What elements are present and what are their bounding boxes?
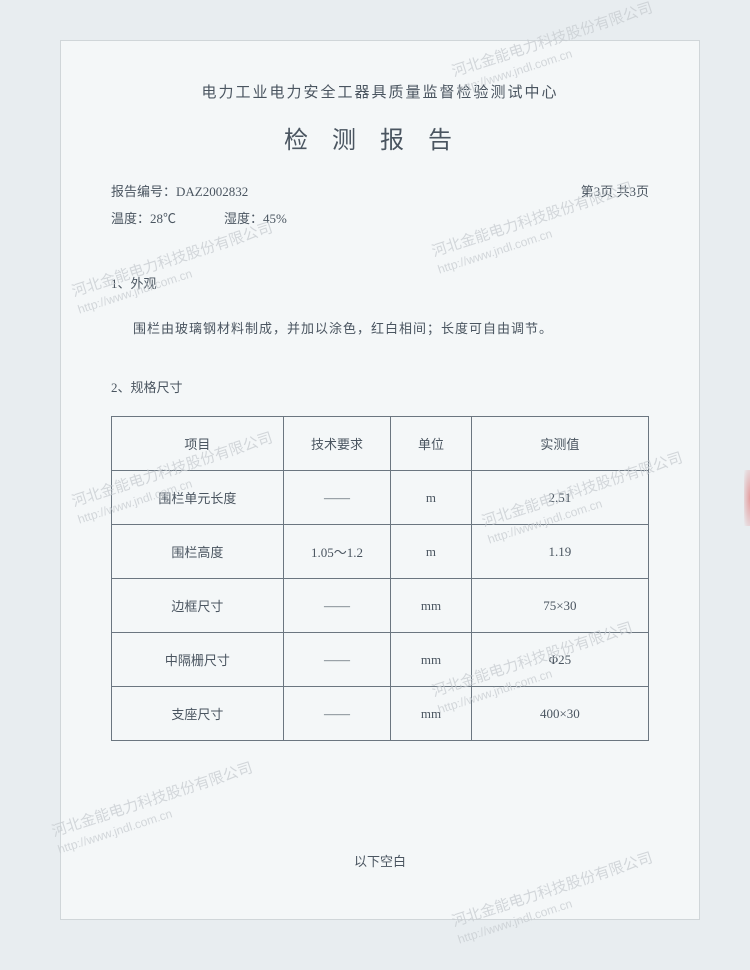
section-2-title: 2、规格尺寸 <box>111 377 649 396</box>
table-row: 边框尺寸 —— mm 75×30 <box>112 579 649 633</box>
spec-table: 项目 技术要求 单位 实测值 围栏单元长度 —— m 2.51 围栏高度 1.0… <box>111 416 649 741</box>
meta-row-2: 温度：28℃ 湿度：45% <box>111 208 649 227</box>
temp-value: 28℃ <box>150 211 176 226</box>
page-info: 第3页 共3页 <box>581 181 649 200</box>
temperature: 温度：28℃ <box>111 208 176 227</box>
col-req: 技术要求 <box>283 417 390 471</box>
cell-item: 围栏单元长度 <box>112 471 284 525</box>
cell-req: —— <box>283 633 390 687</box>
cell-measured: 1.19 <box>471 525 648 579</box>
cell-measured: 2.51 <box>471 471 648 525</box>
main-title: 检测报告 <box>111 120 649 155</box>
col-item: 项目 <box>112 417 284 471</box>
cell-item: 围栏高度 <box>112 525 284 579</box>
col-unit: 单位 <box>391 417 472 471</box>
cell-req: —— <box>283 687 390 741</box>
cell-unit: m <box>391 471 472 525</box>
cell-unit: mm <box>391 633 472 687</box>
table-row: 围栏高度 1.05～1.2 m 1.19 <box>112 525 649 579</box>
humidity: 湿度：45% <box>224 208 287 227</box>
table-row: 支座尺寸 —— mm 400×30 <box>112 687 649 741</box>
cell-unit: mm <box>391 687 472 741</box>
report-no-value: DAZ2002832 <box>176 184 248 199</box>
table-header-row: 项目 技术要求 单位 实测值 <box>112 417 649 471</box>
cell-measured: 400×30 <box>471 687 648 741</box>
report-page: 电力工业电力安全工器具质量监督检验测试中心 检测报告 报告编号：DAZ20028… <box>60 40 700 920</box>
table-row: 中隔栅尺寸 —— mm Φ25 <box>112 633 649 687</box>
cell-req: —— <box>283 579 390 633</box>
report-no: 报告编号：DAZ2002832 <box>111 181 248 200</box>
humidity-value: 45% <box>263 211 287 226</box>
cell-req: 1.05～1.2 <box>283 525 390 579</box>
cell-unit: m <box>391 525 472 579</box>
table-row: 围栏单元长度 —— m 2.51 <box>112 471 649 525</box>
temp-label: 温度： <box>111 211 150 226</box>
col-measured: 实测值 <box>471 417 648 471</box>
cell-measured: Φ25 <box>471 633 648 687</box>
cell-measured: 75×30 <box>471 579 648 633</box>
humidity-label: 湿度： <box>224 211 263 226</box>
report-no-label: 报告编号： <box>111 184 176 199</box>
section-1-title: 1、外观 <box>111 273 649 292</box>
stamp-edge <box>744 470 750 526</box>
table-body: 围栏单元长度 —— m 2.51 围栏高度 1.05～1.2 m 1.19 边框… <box>112 471 649 741</box>
org-title: 电力工业电力安全工器具质量监督检验测试中心 <box>111 81 649 102</box>
cell-item: 中隔栅尺寸 <box>112 633 284 687</box>
cell-req: —— <box>283 471 390 525</box>
appearance-text: 围栏由玻璃钢材料制成，并加以涂色，红白相间；长度可自由调节。 <box>133 318 649 337</box>
meta-row-1: 报告编号：DAZ2002832 第3页 共3页 <box>111 181 649 200</box>
cell-item: 边框尺寸 <box>112 579 284 633</box>
footer-blank: 以下空白 <box>111 851 649 870</box>
cell-item: 支座尺寸 <box>112 687 284 741</box>
cell-unit: mm <box>391 579 472 633</box>
